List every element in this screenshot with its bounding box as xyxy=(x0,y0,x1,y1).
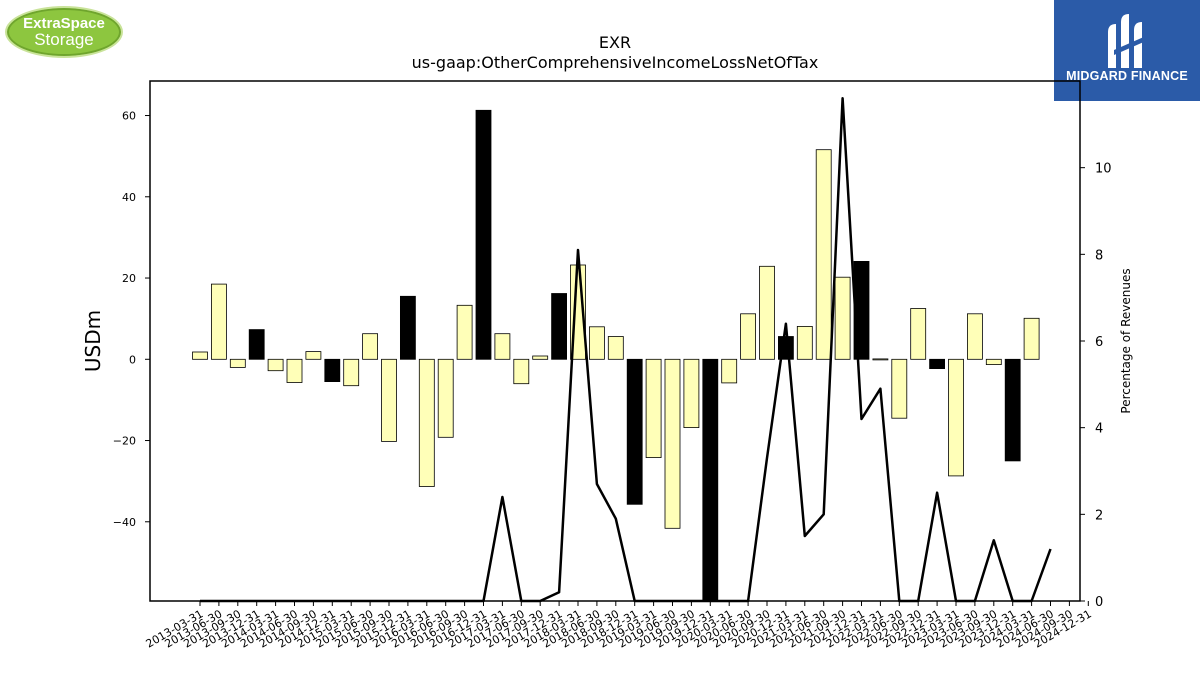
bar xyxy=(418,358,435,487)
bar xyxy=(740,313,756,360)
bar xyxy=(192,351,208,360)
logo-left-line2: Storage xyxy=(34,29,94,49)
bar xyxy=(872,358,889,361)
bar xyxy=(948,358,964,477)
bar xyxy=(210,283,227,360)
bar xyxy=(796,325,813,360)
bar xyxy=(229,358,246,368)
bar xyxy=(305,351,322,360)
y-tick-label: −40 xyxy=(113,516,136,529)
bar xyxy=(589,326,605,360)
bar-series xyxy=(192,109,1040,602)
logo-right-brand: MIDGARD FINANCE xyxy=(1066,69,1188,83)
bar xyxy=(267,358,284,372)
bar xyxy=(551,293,567,360)
bar xyxy=(437,358,454,438)
bar xyxy=(286,358,303,383)
bar xyxy=(381,358,397,442)
y2-axis-label: Percentage of Revenues xyxy=(1119,268,1133,413)
bar xyxy=(399,295,416,360)
bar xyxy=(532,355,549,360)
bar xyxy=(759,265,775,360)
y-tick-label: −20 xyxy=(113,435,136,448)
y2-tick-label: 0 xyxy=(1095,595,1103,610)
y-tick-label: 20 xyxy=(122,272,136,285)
bar xyxy=(456,304,473,360)
logo-left-line1: ExtraSpace xyxy=(23,14,105,32)
bar xyxy=(362,333,379,360)
y-tick-label: 40 xyxy=(122,191,136,204)
bar xyxy=(967,313,983,360)
bar xyxy=(891,358,908,419)
y-axis-left: −40 −20 0 20 40 60 xyxy=(113,110,150,529)
bar xyxy=(1004,358,1021,462)
y-axis-label: USDm xyxy=(81,310,105,372)
y2-tick-label: 2 xyxy=(1095,508,1103,523)
bar xyxy=(929,358,945,369)
y2-tick-label: 10 xyxy=(1095,162,1112,177)
y-tick-label: 60 xyxy=(122,110,136,123)
x-axis: 2013-03-312013-06-302013-09-302013-12-31… xyxy=(144,601,1094,651)
bar xyxy=(721,358,738,384)
extraspace-storage-logo: ExtraSpace Storage xyxy=(5,6,123,58)
bar xyxy=(607,336,624,360)
bar xyxy=(834,276,851,360)
bar xyxy=(683,358,700,428)
bar xyxy=(645,358,662,458)
chart-subtitle: us-gaap:OtherComprehensiveIncomeLossNetO… xyxy=(412,53,819,72)
bar xyxy=(626,358,643,505)
midgard-emblem-icon xyxy=(1108,14,1146,68)
bar xyxy=(513,358,530,385)
y-axis-right: 0 2 4 6 8 10 xyxy=(1080,162,1112,610)
bar xyxy=(664,358,681,529)
bar xyxy=(494,333,511,360)
y2-tick-label: 8 xyxy=(1095,248,1103,263)
bar xyxy=(815,149,832,360)
bar xyxy=(248,329,265,360)
bar xyxy=(985,358,1002,365)
chart-title: EXR xyxy=(599,33,631,52)
y2-tick-label: 6 xyxy=(1095,335,1103,350)
bar xyxy=(324,358,341,382)
y-tick-label: 0 xyxy=(129,353,136,366)
bar xyxy=(702,358,719,602)
bar xyxy=(1023,317,1040,360)
bar xyxy=(475,109,492,360)
y2-tick-label: 4 xyxy=(1095,422,1103,437)
bar xyxy=(343,358,360,387)
midgard-finance-logo: MIDGARD FINANCE xyxy=(1054,0,1200,101)
bar xyxy=(910,308,927,360)
